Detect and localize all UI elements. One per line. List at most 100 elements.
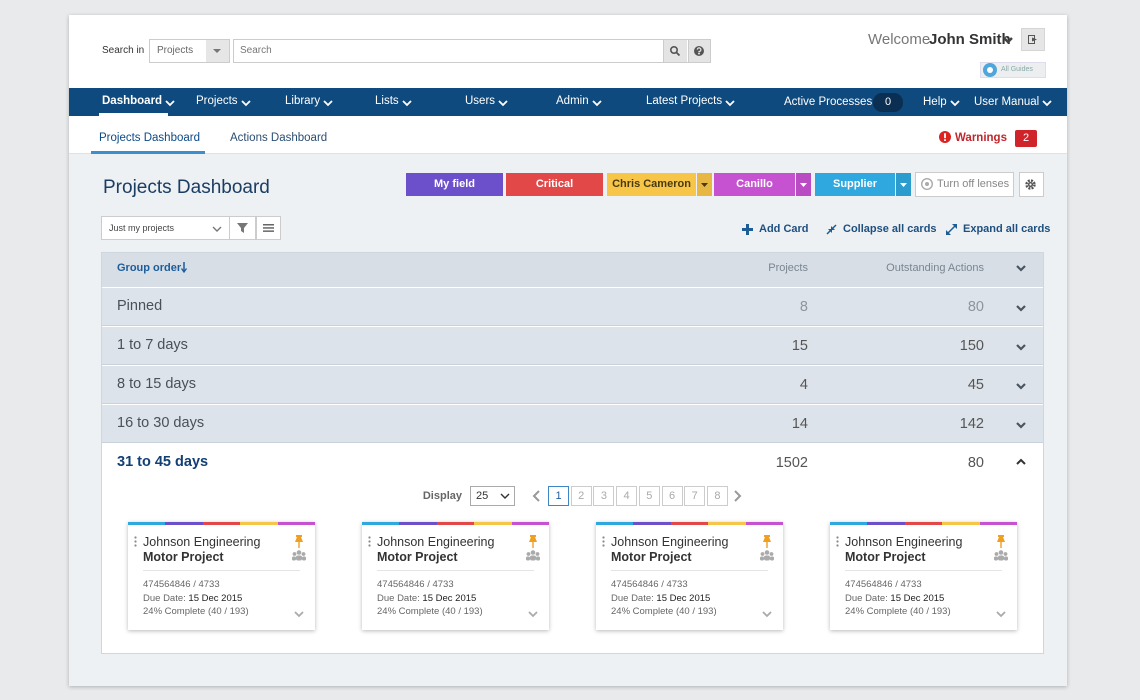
turn-off-lenses[interactable]: [915, 172, 1014, 197]
tab[interactable]: Actions Dashboard: [230, 132, 328, 144]
lens-button[interactable]: Chris Cameron: [607, 173, 696, 196]
page-button[interactable]: 4: [616, 486, 638, 506]
tab[interactable]: Projects Dashboard: [99, 132, 200, 144]
nav-item[interactable]: Users: [465, 95, 496, 107]
projects-count: 15: [791, 338, 808, 354]
warning-icon: [939, 131, 951, 143]
search-label: Search in: [102, 45, 145, 56]
card-project: Motor Project: [377, 550, 458, 564]
nav-item[interactable]: Latest Projects: [646, 95, 723, 107]
people-icon: [526, 550, 540, 561]
group-label: 16 to 30 days: [117, 415, 205, 431]
card-color-bar: [399, 522, 437, 525]
tabs-divider: [69, 153, 1067, 154]
card-color-bar: [165, 522, 203, 525]
actions-count: 150: [959, 338, 984, 354]
display-label: Display: [422, 490, 462, 502]
action-link[interactable]: Add Card: [759, 223, 809, 235]
chevron-down: [323, 100, 333, 107]
card-due-line: Due Date: 15 Dec 2015: [611, 593, 710, 604]
card-project: Motor Project: [611, 550, 692, 564]
nav-item[interactable]: Dashboard: [102, 95, 163, 107]
group-row[interactable]: [102, 366, 1043, 404]
lens-button[interactable]: Supplier: [815, 173, 895, 196]
card-color-bar: [596, 522, 634, 525]
card-due-date: 15 Dec 2015: [656, 593, 711, 604]
project-card[interactable]: Johnson Engineering Motor Project 47456484…: [128, 522, 315, 630]
page-button[interactable]: 6: [661, 486, 683, 506]
lens-button[interactable]: Critical: [506, 173, 603, 196]
search-input[interactable]: [233, 39, 711, 63]
page-button[interactable]: 8: [706, 486, 728, 506]
page-button[interactable]: 7: [684, 486, 706, 506]
projects-count: 14: [791, 416, 808, 432]
turn-off-lenses-text: Turn off lenses: [937, 178, 1010, 190]
nav-active-underline: [99, 113, 168, 116]
header-group-order[interactable]: Group order: [117, 262, 182, 274]
active-processes-count: 0: [884, 96, 892, 108]
next-arrow: [734, 490, 742, 502]
kebab-icon: [134, 536, 137, 547]
chevron-down: [1016, 383, 1026, 390]
card-due-label: Due Date:: [143, 593, 186, 604]
page-size-value: 25: [476, 490, 489, 502]
action-link[interactable]: Expand all cards: [963, 223, 1051, 235]
group-row[interactable]: [102, 327, 1043, 365]
card-due-date: 15 Dec 2015: [890, 593, 945, 604]
pin-icon: [763, 535, 771, 548]
chevron-down: [402, 100, 412, 107]
page-button[interactable]: 2: [570, 486, 592, 506]
lens-button[interactable]: Canillo: [714, 173, 795, 196]
action-icon: [826, 224, 837, 235]
page-button[interactable]: 5: [638, 486, 660, 506]
warnings-label[interactable]: Warnings: [955, 132, 1007, 144]
caret: [213, 49, 221, 53]
group-row[interactable]: [102, 288, 1043, 326]
nav-item[interactable]: User Manual: [974, 96, 1040, 108]
card-divider: [143, 570, 300, 571]
project-card[interactable]: Johnson Engineering Motor Project 47456484…: [362, 522, 549, 630]
nav-item[interactable]: Library: [285, 95, 321, 107]
guides-text: All Guides: [1001, 66, 1033, 73]
chevron-down: [762, 611, 772, 618]
search-button[interactable]: [663, 40, 687, 62]
lens-button[interactable]: My field: [406, 173, 503, 196]
chevron-down: [294, 611, 304, 618]
nav-item[interactable]: Lists: [375, 95, 399, 107]
page-button[interactable]: 1: [548, 486, 569, 506]
card-progress: 24% Complete (40 / 193): [377, 606, 483, 617]
card-color-bar: [240, 522, 278, 525]
tab-active-underline: [91, 151, 205, 154]
people-icon: [760, 550, 774, 561]
card-progress: 24% Complete (40 / 193): [143, 606, 249, 617]
pin-icon: [529, 535, 537, 548]
logout-icon: [1028, 35, 1037, 44]
group-label: 31 to 45 days: [117, 454, 209, 470]
action-link[interactable]: Collapse all cards: [843, 223, 937, 235]
project-card[interactable]: Johnson Engineering Motor Project 47456484…: [596, 522, 783, 630]
project-card[interactable]: Johnson Engineering Motor Project 47456484…: [830, 522, 1017, 630]
user-name[interactable]: John Smith: [929, 31, 1011, 48]
nav-item[interactable]: Projects: [196, 95, 238, 107]
chevron-down: [950, 100, 960, 107]
card-color-bar: [745, 522, 783, 525]
card-ids: 474564846 / 4733: [377, 579, 454, 590]
chevron-down: [528, 611, 538, 618]
list-icon: [263, 224, 274, 232]
filter-button[interactable]: [229, 216, 256, 240]
page-button[interactable]: 3: [593, 486, 615, 506]
chevron-down: [996, 611, 1006, 618]
card-due-line: Due Date: 15 Dec 2015: [143, 593, 242, 604]
filter-value: Just my projects: [109, 223, 175, 233]
nav-item[interactable]: Admin: [556, 95, 589, 107]
guides-button[interactable]: [980, 62, 1046, 78]
card-due-label: Due Date:: [377, 593, 420, 604]
chevron-down: [1016, 422, 1026, 429]
chevron-down: [498, 100, 508, 107]
card-color-bar: [708, 522, 746, 525]
nav-item[interactable]: Help: [923, 96, 947, 108]
page-size-select[interactable]: [470, 486, 515, 506]
card-divider: [611, 570, 768, 571]
group-row[interactable]: [102, 405, 1043, 443]
card-progress: 24% Complete (40 / 193): [611, 606, 717, 617]
